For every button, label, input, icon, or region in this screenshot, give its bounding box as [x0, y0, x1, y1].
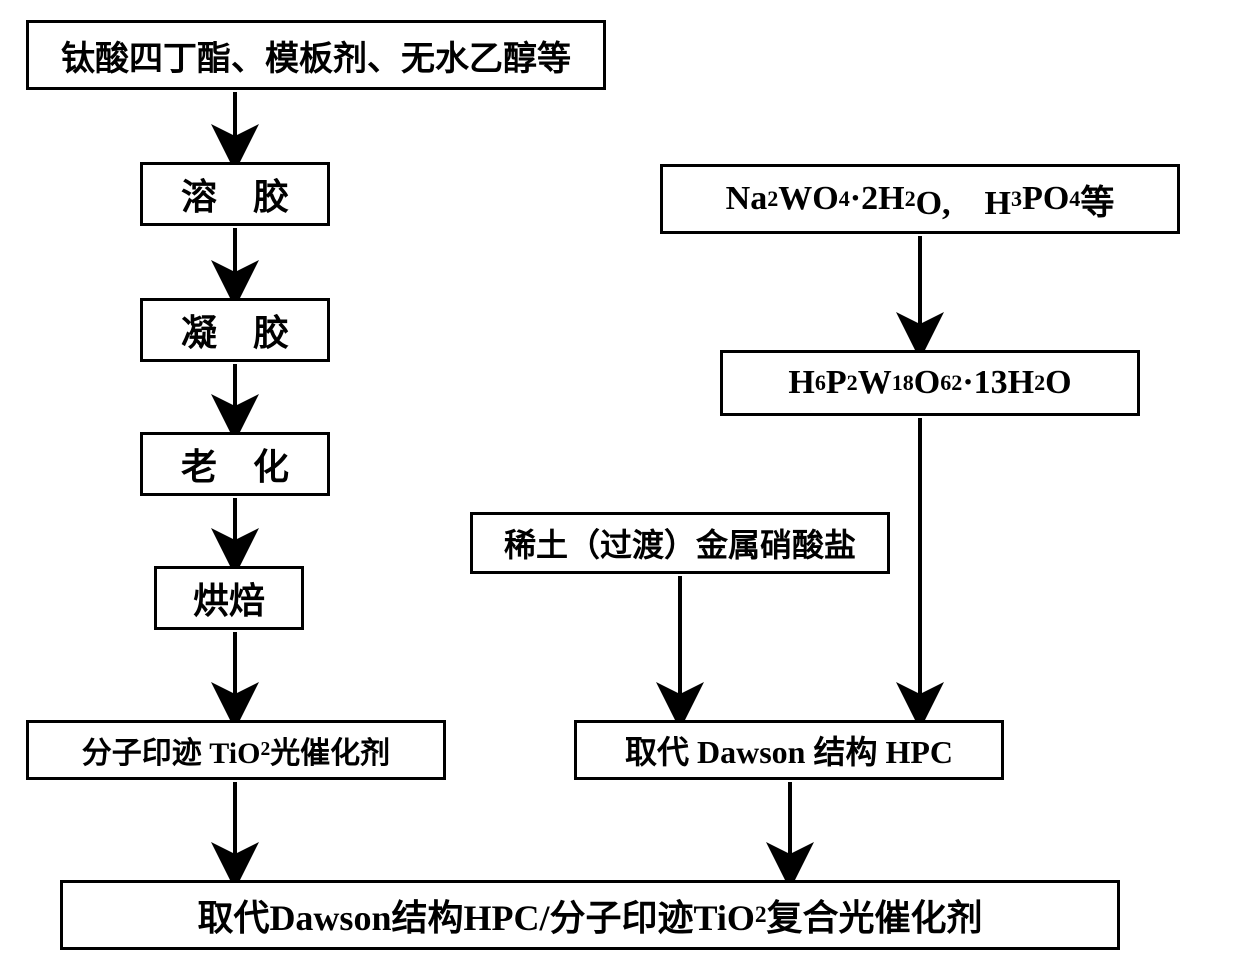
node-right_top: Na2WO4·2H2O, H3PO4等 — [660, 164, 1180, 234]
node-rare_earth: 稀土（过渡）金属硝酸盐 — [470, 512, 890, 574]
node-top_left: 钛酸四丁酯、模板剂、无水乙醇等 — [26, 20, 606, 90]
node-sub_dawson: 取代 Dawson 结构 HPC — [574, 720, 1004, 780]
node-aging: 老 化 — [140, 432, 330, 496]
node-sol: 溶 胶 — [140, 162, 330, 226]
node-gel: 凝 胶 — [140, 298, 330, 362]
node-mip_tio2: 分子印迹 TiO2 光催化剂 — [26, 720, 446, 780]
node-baking: 烘焙 — [154, 566, 304, 630]
node-final: 取代Dawson结构HPC/分子印迹TiO2复合光催化剂 — [60, 880, 1120, 950]
node-hpw: H6P2W18O62·13H2O — [720, 350, 1140, 416]
